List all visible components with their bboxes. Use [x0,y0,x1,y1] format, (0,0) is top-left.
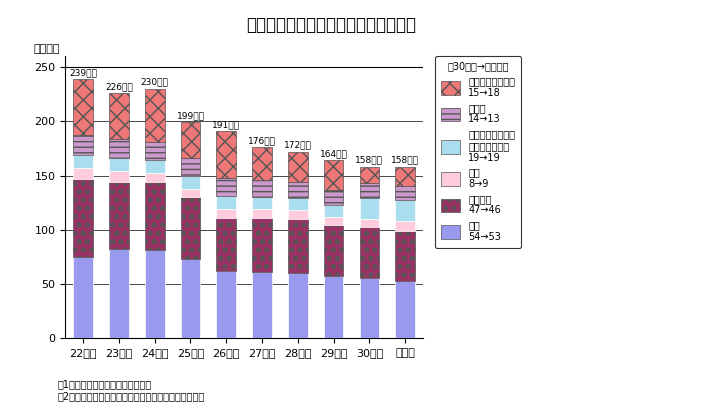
Bar [252,218,272,272]
Text: 注2：ラウンドの関係で合計が一致しない場合がある。: 注2：ラウンドの関係で合計が一致しない場合がある。 [58,391,205,401]
Bar [324,205,343,217]
Bar [73,168,93,179]
Bar [359,198,379,219]
Bar [395,231,415,281]
Text: 野生鳥獣による農作物被害金額の推移: 野生鳥獣による農作物被害金額の推移 [246,16,416,34]
Bar [324,190,343,205]
Bar [73,179,93,257]
Bar [359,228,379,278]
Bar [288,273,307,338]
Bar [252,197,272,209]
Bar [145,250,165,338]
Bar [288,219,307,273]
Text: 191億円: 191億円 [212,120,240,129]
Bar [359,278,379,338]
Text: 注1：都道府県からの報告による。: 注1：都道府県からの報告による。 [58,379,152,389]
Bar [288,210,307,219]
Bar [217,209,236,218]
Bar [145,89,165,142]
Bar [395,281,415,338]
Bar [145,142,165,160]
Text: 239億円: 239億円 [69,68,97,77]
Text: 226億円: 226億円 [105,82,132,91]
Bar [324,276,343,338]
Bar [359,219,379,228]
Text: 158億円: 158億円 [356,156,384,165]
Bar [217,178,236,196]
Text: 199億円: 199億円 [176,111,204,120]
Bar [145,182,165,250]
Bar [217,196,236,209]
Bar [109,93,129,139]
Bar [109,158,129,171]
Bar [288,152,307,182]
Bar [395,221,415,231]
Bar [109,171,129,182]
Text: 158億円: 158億円 [391,156,419,165]
Bar [217,271,236,338]
Bar [217,131,236,178]
Text: 〈億円〉: 〈億円〉 [33,44,60,53]
Bar [181,175,200,188]
Bar [73,155,93,168]
Bar [73,257,93,338]
Bar [109,249,129,338]
Bar [252,209,272,218]
Bar [359,167,379,183]
Legend: カラス以外の鳥類
15→18, カラス
14→13, シカ、イノシシ、
サル以外の獣類
19→19, サル
8→9, イノシシ
47→46, シカ
54→53: カラス以外の鳥類 15→18, カラス 14→13, シカ、イノシシ、 サル以外… [435,56,521,248]
Text: 172億円: 172億円 [284,141,312,149]
Bar [181,158,200,175]
Bar [252,180,272,197]
Bar [395,167,415,186]
Bar [324,217,343,225]
Bar [109,182,129,249]
Bar [324,160,343,190]
Bar [395,186,415,200]
Bar [359,183,379,198]
Bar [73,79,93,136]
Bar [324,225,343,276]
Bar [252,272,272,338]
Bar [181,122,200,158]
Bar [145,173,165,182]
Bar [181,188,200,197]
Bar [109,139,129,158]
Text: 164億円: 164億円 [320,149,348,158]
Bar [252,147,272,180]
Bar [145,160,165,173]
Bar [288,198,307,210]
Bar [181,197,200,259]
Bar [288,182,307,198]
Bar [181,259,200,338]
Bar [73,136,93,155]
Text: 230億円: 230億円 [140,78,168,87]
Bar [217,218,236,271]
Text: 176億円: 176億円 [248,136,276,145]
Bar [395,200,415,221]
